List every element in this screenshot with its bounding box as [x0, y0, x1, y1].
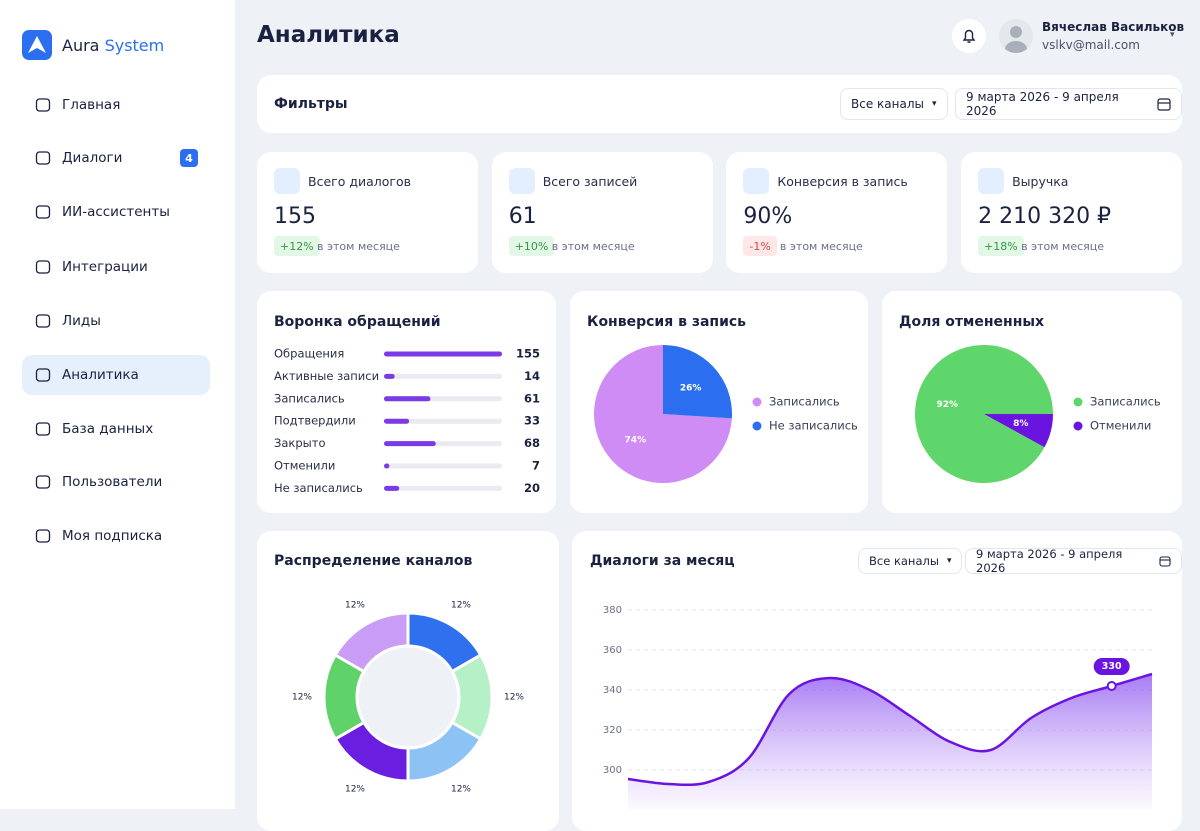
nav-item[interactable]: Пользователи — [22, 462, 210, 502]
brand: Aura System — [62, 36, 164, 55]
sidebar: Aura System Главная Диалоги 4 ИИ-ассистенты… — [0, 0, 235, 809]
nav-label: Лиды — [62, 313, 101, 329]
conversion-card: Конверсия в запись — [570, 291, 868, 513]
nav-badge: 4 — [180, 149, 198, 167]
nav-icon — [35, 260, 51, 274]
nav-item[interactable]: Диалоги 4 — [22, 138, 210, 178]
filters-title: Фильтры — [274, 96, 348, 112]
kpi-label: Всего записей — [542, 174, 638, 189]
dropdown-arrow: ▾ — [946, 556, 952, 566]
kpi-change: -1% — [743, 236, 777, 256]
kpi-note: в этом месяце — [779, 240, 863, 253]
kpi-icon — [743, 168, 770, 194]
nav-icon — [35, 422, 51, 436]
nav-label: Пользователи — [62, 474, 163, 490]
kpi-note: в этом месяце — [551, 240, 635, 253]
channel-select-label: Все каналы — [851, 97, 924, 111]
brand-name-accent: System — [104, 36, 165, 55]
logo-icon — [22, 30, 52, 60]
notifications-button[interactable] — [952, 19, 986, 53]
kpi-card: Всего записей 61 +10% в этом месяце — [491, 152, 713, 273]
period-select-label: 9 марта 2026 - 9 апреля 2026 — [966, 90, 1119, 118]
channel-select-label: Все каналы — [869, 554, 939, 568]
dialogs-card: Диалоги за месяц Все каналы ▾ 9 марта 202… — [572, 531, 1182, 831]
bell-icon — [962, 29, 976, 43]
dropdown-arrow: ▾ — [931, 99, 937, 109]
kpi-change: +12% — [274, 236, 320, 256]
nav-item[interactable]: База данных — [22, 409, 210, 449]
kpi-value: 90% — [743, 204, 793, 229]
avatar-icon — [1005, 26, 1027, 53]
nav-item[interactable]: Главная — [22, 85, 210, 125]
user-name: Вячеслав Васильков — [1042, 20, 1185, 34]
channel-select[interactable]: Все каналы ▾ — [858, 548, 963, 574]
kpi-value: 61 — [508, 204, 537, 229]
card-title: Конверсия в запись — [587, 314, 747, 330]
kpi-change: +10% — [508, 236, 555, 256]
calendar-icon — [1159, 556, 1171, 567]
nav-icon — [35, 205, 51, 219]
page-title: Аналитика — [257, 22, 400, 48]
channel-select[interactable]: Все каналы ▾ — [840, 88, 948, 120]
nav-icon — [35, 529, 51, 543]
kpi-icon — [508, 168, 535, 194]
kpi-note: в этом месяце — [317, 240, 400, 253]
nav-icon — [35, 475, 51, 489]
kpi-icon — [274, 168, 300, 194]
nav-item[interactable]: Моя подписка — [22, 516, 210, 556]
kpi-note: в этом месяце — [1021, 240, 1105, 253]
card-title: Воронка обращений — [274, 314, 441, 330]
kpi-label: Выручка — [1012, 174, 1069, 189]
kpi-value: 2 210 320 ₽ — [978, 204, 1112, 229]
nav-item[interactable]: Интеграции — [22, 247, 210, 287]
brand-name: Aura — [62, 36, 100, 55]
nav-label: Главная — [62, 97, 121, 113]
channels-card: Распределение каналов — [257, 531, 559, 831]
kpi-icon — [978, 168, 1005, 194]
card-title: Диалоги за месяц — [590, 553, 735, 569]
nav-label: Аналитика — [62, 367, 139, 383]
nav-icon — [35, 368, 51, 382]
kpi-label: Конверсия в запись — [777, 174, 908, 189]
funnel-card: Воронка обращений — [257, 291, 556, 513]
kpi-card: Выручка 2 210 320 ₽ +18% в этом месяце — [961, 152, 1183, 273]
kpi-card: Конверсия в запись 90% -1% в этом месяце — [726, 152, 948, 273]
nav-label: Диалоги — [62, 150, 123, 166]
nav-item[interactable]: ИИ-ассистенты — [22, 192, 210, 232]
nav-label: ИИ-ассистенты — [62, 204, 170, 220]
kpi-label: Всего диалогов — [308, 174, 411, 189]
period-select[interactable]: 9 марта 2026 - 9 апреля 2026 — [955, 88, 1182, 120]
period-select[interactable]: 9 марта 2026 - 9 апреля 2026 — [965, 547, 1182, 575]
cancellations-card: Доля отмененных — [882, 291, 1182, 513]
user-menu-arrow[interactable]: ▾ — [1170, 30, 1175, 40]
nav-label: База данных — [62, 421, 154, 437]
nav-item[interactable]: Лиды — [22, 301, 210, 341]
card-title: Распределение каналов — [274, 553, 473, 569]
period-select-label: 9 марта 2026 - 9 апреля 2026 — [976, 547, 1123, 575]
kpi-value: 155 — [274, 204, 316, 229]
nav-icon — [35, 314, 51, 328]
kpi-card: Всего диалогов 155 +12% в этом месяце — [257, 152, 478, 273]
user-email: vslkv@mail.com — [1042, 38, 1140, 52]
nav-icon — [35, 151, 51, 165]
nav-label: Интеграции — [62, 259, 148, 275]
card-title: Доля отмененных — [899, 314, 1045, 330]
nav-item[interactable]: Аналитика — [22, 355, 210, 395]
nav-label: Моя подписка — [62, 528, 163, 544]
calendar-icon — [1157, 98, 1171, 111]
avatar[interactable] — [999, 19, 1033, 53]
nav-icon — [35, 98, 51, 112]
kpi-change: +18% — [978, 236, 1024, 256]
filters-card: Фильтры Все каналы ▾ 9 марта 2026 - 9 апр… — [257, 75, 1182, 133]
